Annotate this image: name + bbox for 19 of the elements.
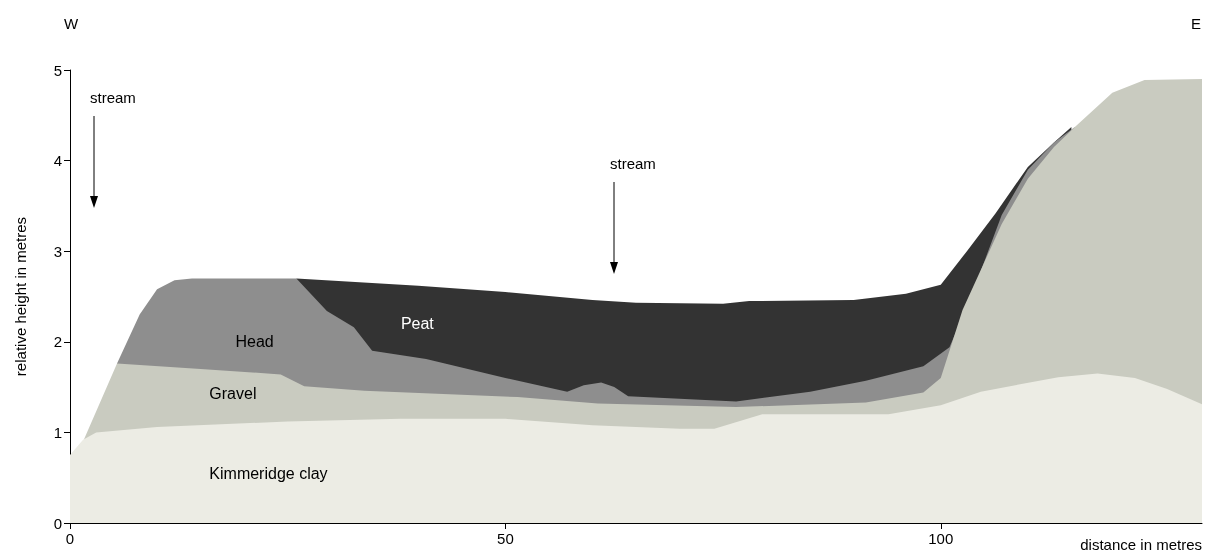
series-label: Peat	[400, 315, 435, 333]
y-tick-label: 0	[53, 514, 62, 532]
annotation: stream	[610, 155, 656, 172]
annotation: stream	[90, 89, 136, 106]
y-tick-label: 1	[53, 423, 62, 441]
series-label: Head	[235, 333, 274, 351]
x-tick-label: 0	[65, 530, 75, 547]
series-label: Kimmeridge clay	[209, 464, 328, 482]
x-tick-label: 50	[497, 530, 514, 547]
text: E	[1191, 15, 1202, 32]
y-axis-title: relative height in metres	[12, 216, 29, 377]
text: W	[64, 15, 79, 32]
y-tick-label: 4	[53, 152, 62, 170]
y-tick-label: 5	[53, 61, 62, 79]
x-axis-title: distance in metres	[1080, 536, 1202, 553]
x-tick-label: 100	[928, 530, 954, 547]
series-label: Gravel	[209, 384, 257, 402]
y-tick-label: 3	[53, 242, 62, 260]
y-tick-label: 2	[53, 333, 62, 351]
